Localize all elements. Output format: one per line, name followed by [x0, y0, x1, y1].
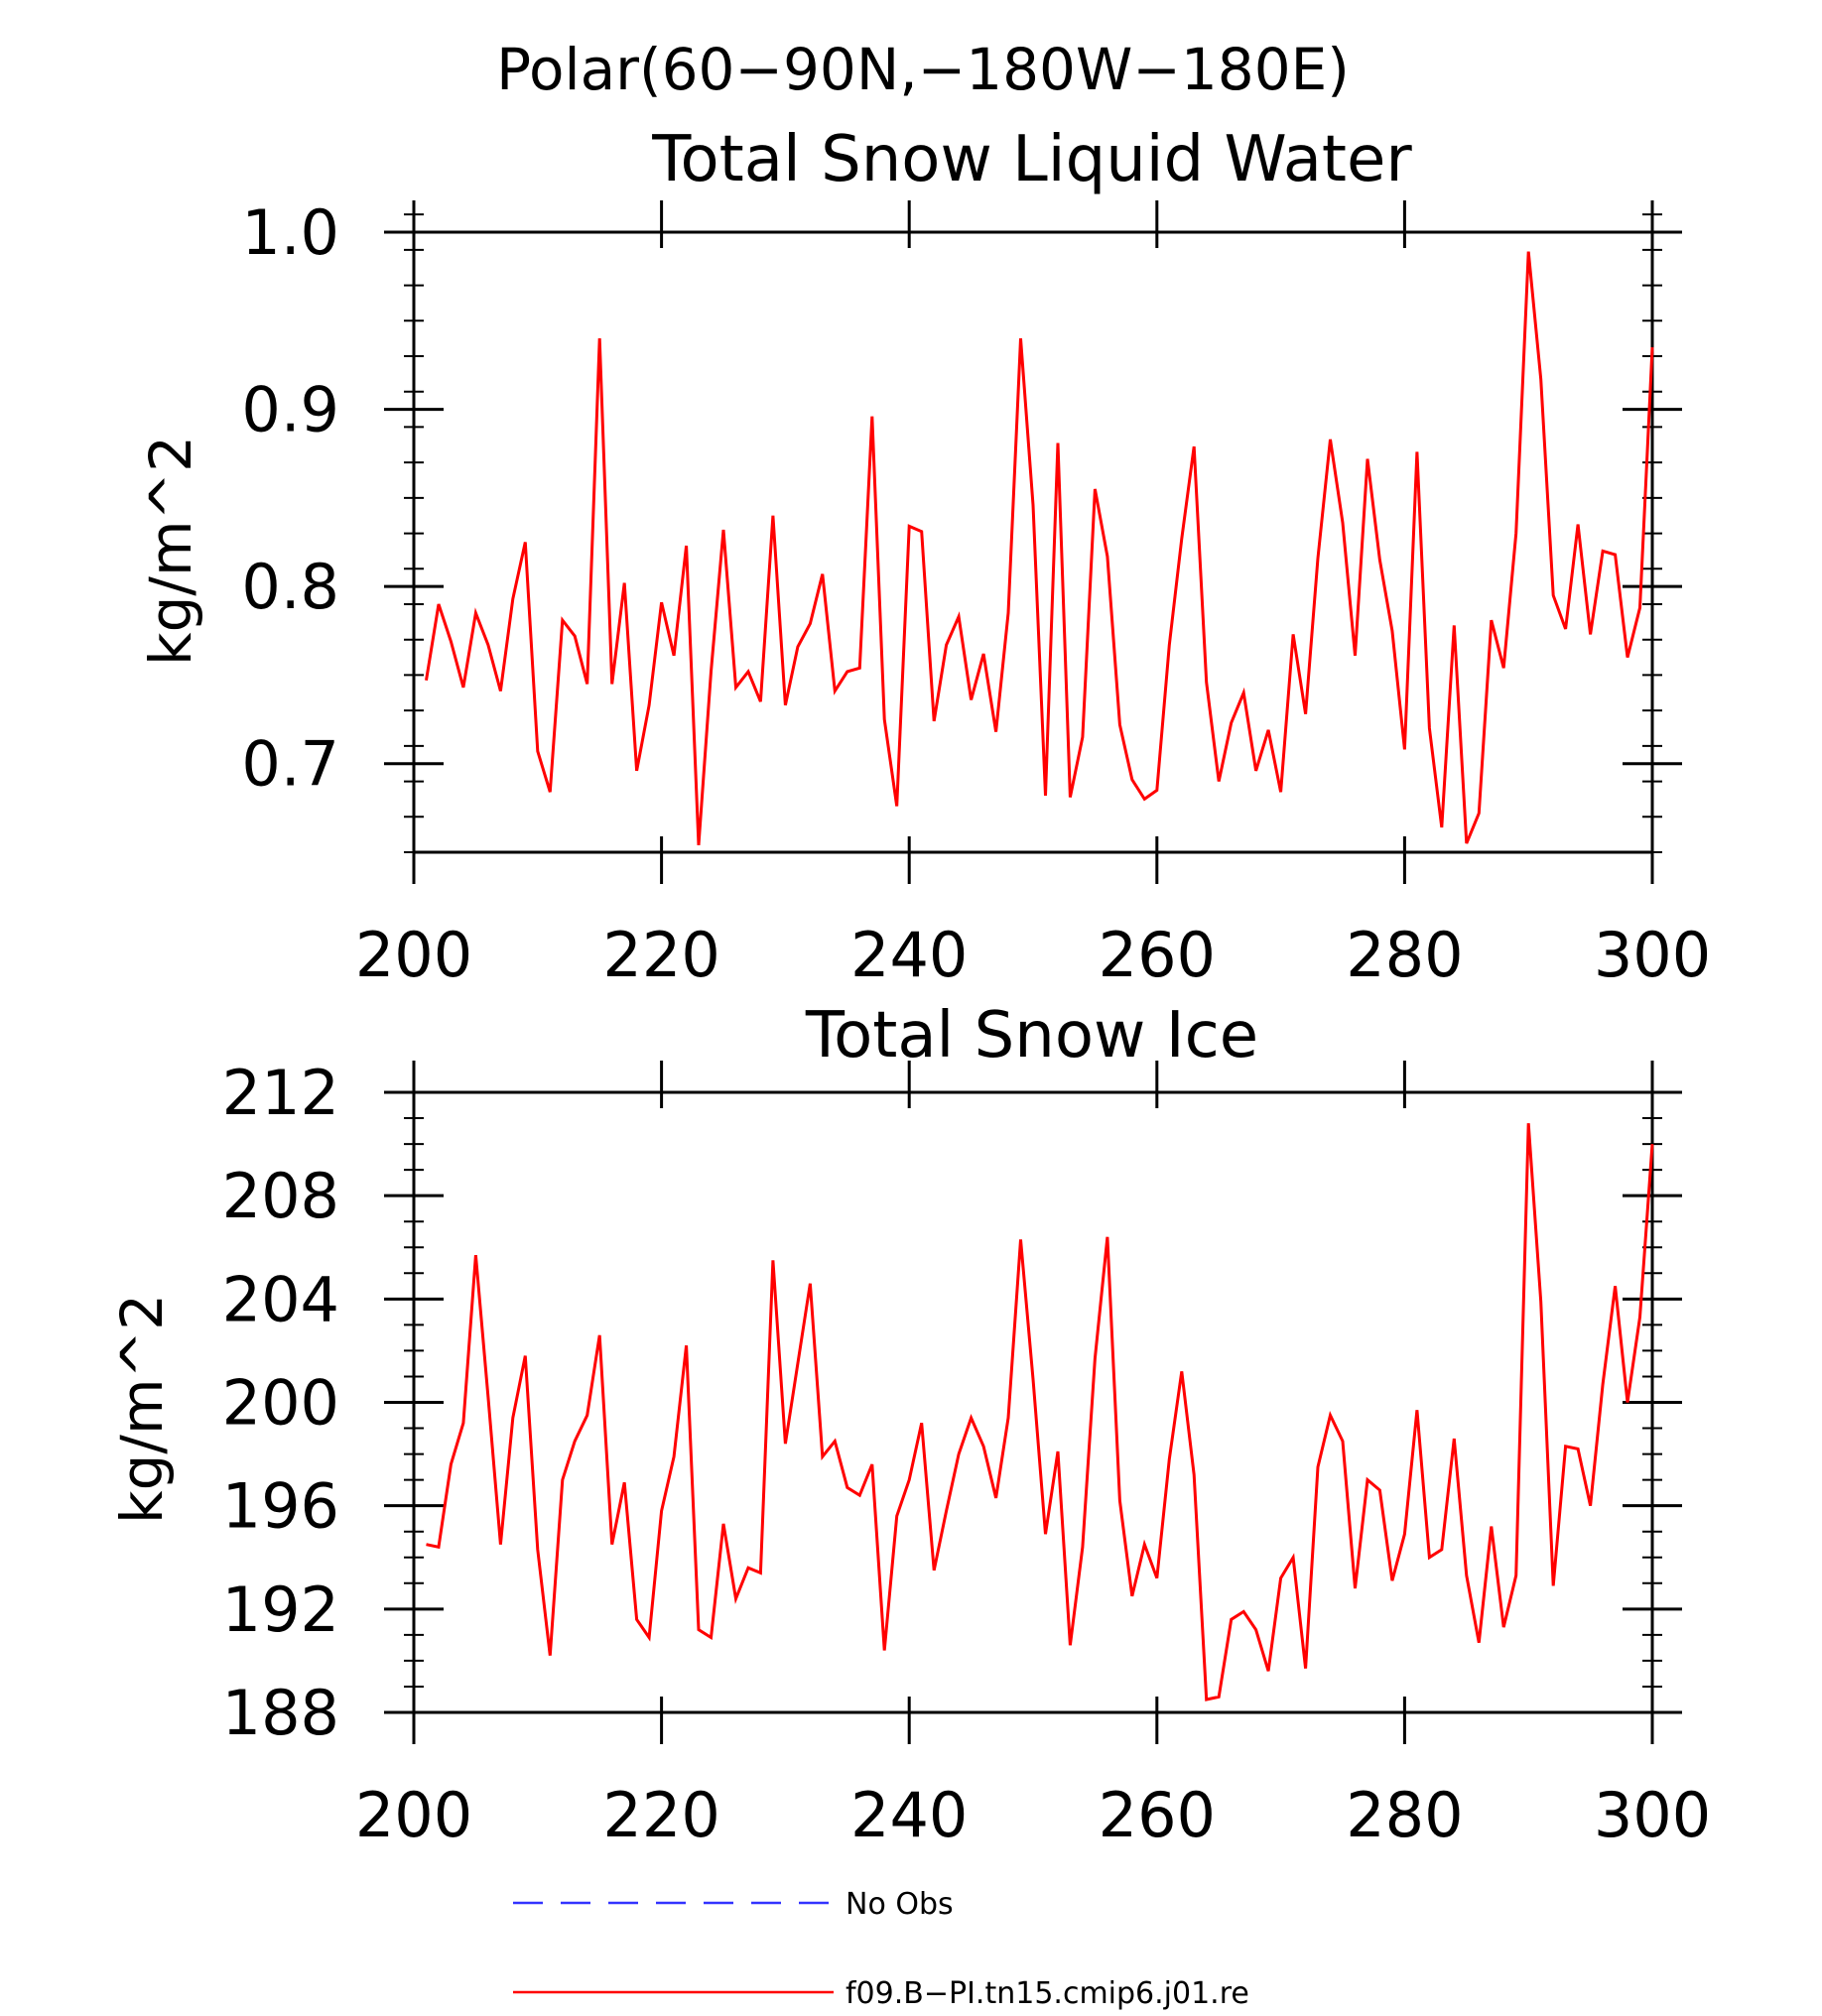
y-tick-label: 204: [222, 1263, 339, 1335]
chart-panel-snow-ice: Total Snow Ice kg/m^2 200 220 240 260 280 300…: [108, 999, 1711, 1851]
x-tick-label: 260: [1099, 1779, 1216, 1851]
figure-title: Polar(60−90N,−180W−180E): [496, 36, 1350, 103]
y-tick-label: 196: [222, 1470, 339, 1543]
x-tick-label: 200: [355, 919, 472, 991]
legend-label-no-obs: No Obs: [846, 1887, 954, 1922]
x-tick-label: 300: [1594, 1779, 1711, 1851]
legend-label-model-run: f09.B−PI.tn15.cmip6.j01.re: [846, 1976, 1249, 2011]
y-tick-label: 208: [222, 1160, 339, 1232]
x-tick-label: 240: [850, 919, 968, 991]
legend: No Obs f09.B−PI.tn15.cmip6.j01.re: [513, 1887, 1249, 2011]
plot-frame: [412, 230, 1654, 854]
x-tick-label: 200: [355, 1779, 472, 1851]
y-axis-label: kg/m^2: [137, 436, 204, 666]
y-tick-label: 188: [222, 1677, 339, 1749]
plot-frame: [412, 1090, 1654, 1714]
y-tick-label: 0.9: [241, 374, 339, 446]
chart-title: Total Snow Liquid Water: [651, 123, 1412, 196]
x-tick-label: 280: [1346, 919, 1463, 991]
y-tick-label: 212: [222, 1057, 339, 1129]
chart-panel-snow-liquid-water: Total Snow Liquid Water kg/m^2 200 220 240…: [137, 123, 1711, 991]
series-line: [425, 251, 1654, 846]
y-tick-label: 200: [222, 1367, 339, 1440]
y-tick-label: 0.7: [241, 728, 339, 801]
y-tick-label: 0.8: [241, 551, 339, 623]
x-tick-label: 240: [850, 1779, 968, 1851]
x-tick-label: 260: [1099, 919, 1216, 991]
y-axis-label: kg/m^2: [108, 1294, 176, 1524]
x-tick-label: 220: [602, 919, 719, 991]
x-tick-label: 280: [1346, 1779, 1463, 1851]
y-tick-label: 1.0: [241, 196, 339, 269]
y-tick-label: 192: [222, 1574, 339, 1646]
x-tick-label: 220: [602, 1779, 719, 1851]
series-line: [426, 1123, 1654, 1701]
chart-title: Total Snow Ice: [805, 999, 1258, 1072]
x-tick-label: 300: [1594, 919, 1711, 991]
